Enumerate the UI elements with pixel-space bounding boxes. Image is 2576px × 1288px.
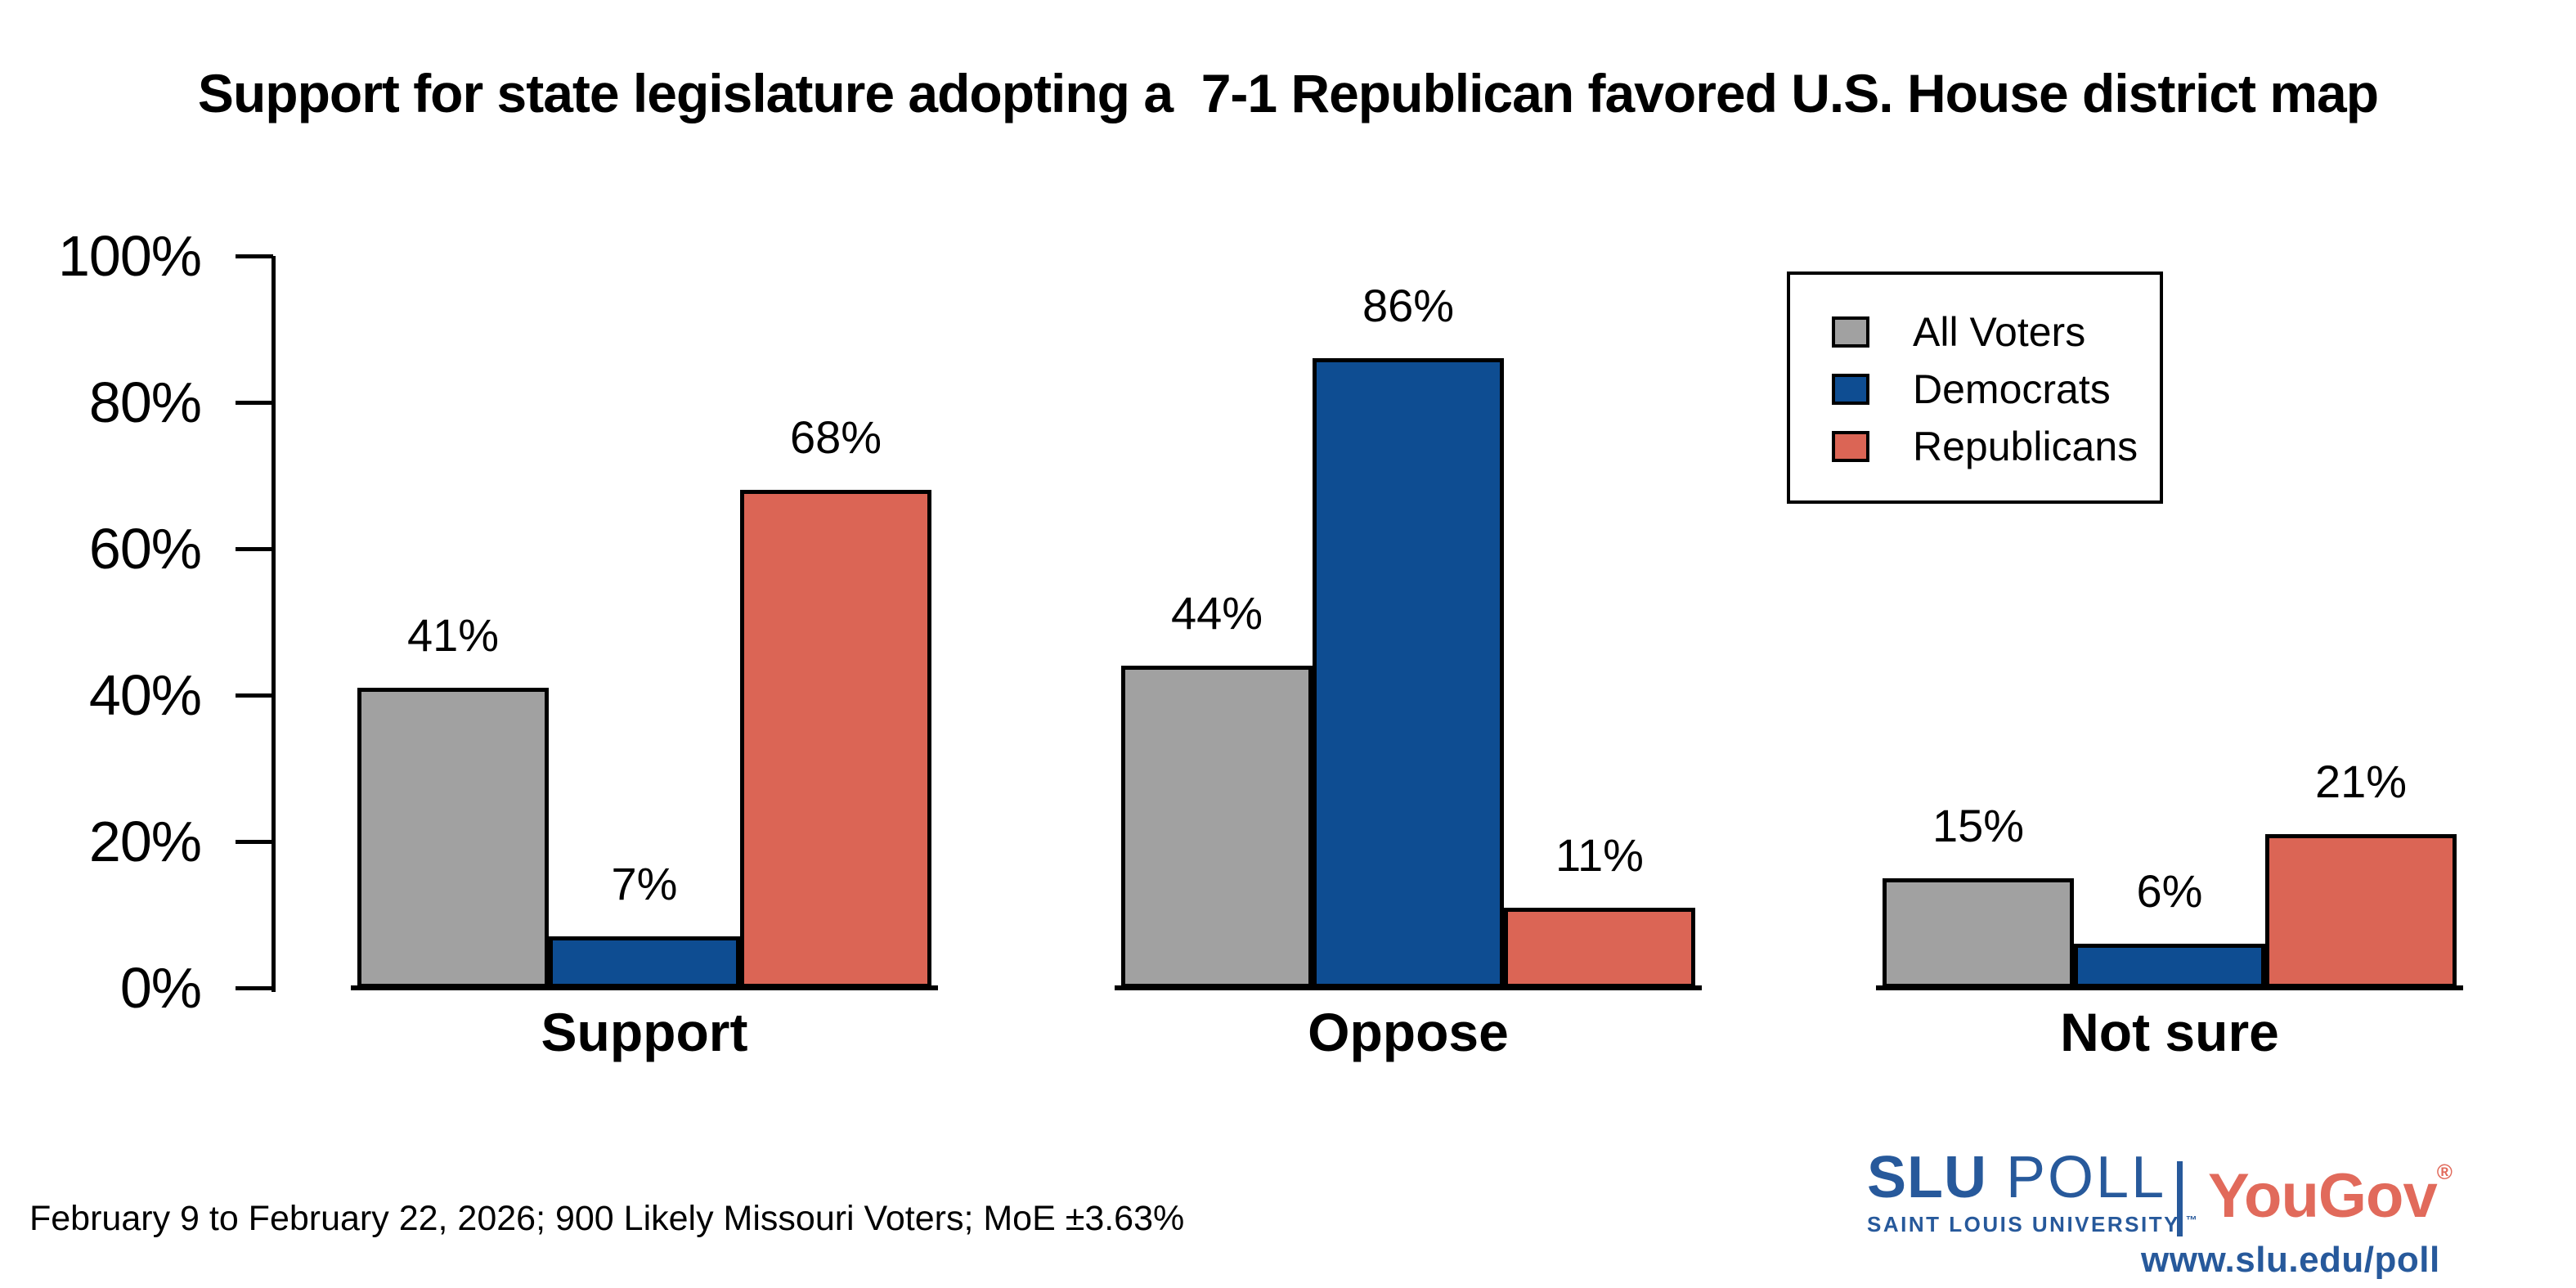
yougov-logo: YouGov®: [2208, 1160, 2453, 1232]
footnote-text: February 9 to February 22, 2026; 900 Lik…: [29, 1199, 1185, 1238]
logo-separator-bar: [2177, 1161, 2183, 1236]
legend-swatch-all-voters: [1832, 316, 1869, 348]
bar-value-label-not-sure-all-voters: 15%: [1932, 800, 2025, 851]
slu-poll-url: www.slu.edu/poll: [2141, 1240, 2440, 1280]
chart-title: Support for state legislature adopting a…: [197, 63, 2379, 123]
x-axis-label-oppose: Oppose: [1308, 1002, 1509, 1062]
registered-symbol: ®: [2436, 1160, 2453, 1184]
legend-swatch-republicans: [1832, 431, 1869, 462]
bar-not-sure-all-voters: [1883, 878, 2074, 988]
x-axis-label-support: Support: [541, 1002, 748, 1062]
bar-oppose-all-voters: [1121, 666, 1313, 988]
y-axis-tick-label: 40%: [88, 663, 202, 727]
bar-oppose-democrats: [1313, 358, 1504, 988]
y-axis-tick: [236, 547, 273, 551]
bar-value-label-support-democrats: 7%: [611, 858, 678, 909]
y-axis-tick-label: 100%: [57, 224, 202, 288]
x-axis-label-not-sure: Not sure: [2060, 1002, 2279, 1062]
y-axis-tick: [236, 693, 273, 698]
y-axis-tick: [236, 401, 273, 405]
y-axis-tick-label: 0%: [119, 956, 202, 1020]
yougov-logo-text: YouGov: [2208, 1161, 2438, 1231]
bar-value-label-not-sure-republicans: 21%: [2314, 756, 2408, 807]
legend-label-republicans: Republicans: [1913, 424, 2138, 469]
y-axis-tick-label: 20%: [88, 810, 202, 873]
y-axis-tick: [236, 986, 273, 990]
bar-not-sure-republicans: [2265, 834, 2457, 988]
x-axis-baseline-not-sure: [1876, 985, 2463, 990]
slu-poll-logo: SLU POLL: [1867, 1148, 2166, 1223]
slu-subtitle: SAINT LOUIS UNIVERSITY.™: [1867, 1212, 2199, 1237]
y-axis-tick-label: 80%: [88, 370, 202, 434]
bar-value-label-support-republicans: 68%: [789, 411, 882, 463]
bar-value-label-oppose-democrats: 86%: [1362, 280, 1455, 331]
legend-label-democrats: Democrats: [1913, 366, 2111, 412]
bar-value-label-support-all-voters: 41%: [406, 609, 500, 661]
slu-logo-text: SLU: [1867, 1145, 1987, 1210]
y-axis-tick: [236, 840, 273, 844]
bar-support-all-voters: [357, 688, 549, 988]
legend-label-all-voters: All Voters: [1913, 309, 2086, 355]
bar-not-sure-democrats: [2074, 944, 2265, 988]
x-axis-baseline-oppose: [1115, 985, 1702, 990]
y-axis-tick-label: 60%: [88, 517, 202, 581]
bar-support-republicans: [740, 490, 931, 988]
legend: All Voters Democrats Republicans: [1787, 272, 2163, 504]
trademark-symbol: ™: [2185, 1213, 2200, 1227]
y-axis-tick: [236, 254, 273, 258]
bar-value-label-oppose-all-voters: 44%: [1170, 587, 1263, 639]
bar-value-label-oppose-republicans: 11%: [1555, 829, 1644, 881]
bar-support-democrats: [549, 936, 740, 988]
bar-oppose-republicans: [1504, 908, 1695, 988]
y-axis-line: [272, 256, 276, 992]
slu-subtitle-text: SAINT LOUIS UNIVERSITY.: [1867, 1212, 2186, 1236]
x-axis-baseline-support: [351, 985, 938, 990]
bar-value-label-not-sure-democrats: 6%: [2136, 865, 2203, 917]
legend-swatch-democrats: [1832, 374, 1869, 405]
poll-logo-text: POLL: [2006, 1145, 2167, 1210]
